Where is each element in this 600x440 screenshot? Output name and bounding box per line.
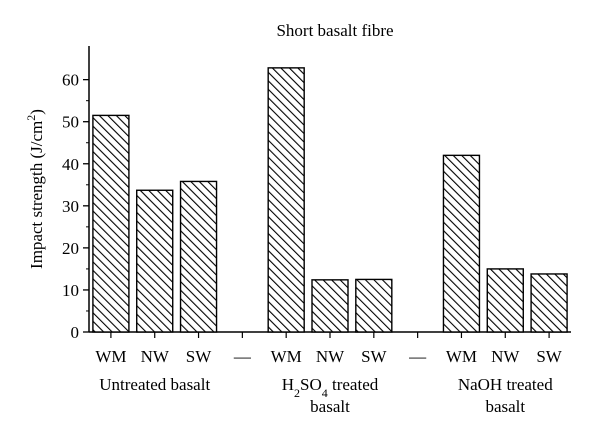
bar: [92, 114, 130, 333]
x-tick-label: —: [408, 347, 427, 366]
y-tick-label: 0: [71, 323, 80, 342]
group-label-untreated: Untreated basalt: [99, 375, 210, 394]
y-tick-label: 60: [62, 71, 79, 90]
x-tick-label: WM: [446, 347, 477, 366]
x-tick-label: SW: [361, 347, 387, 366]
x-tick-label: NW: [316, 347, 345, 366]
x-tick-label: WM: [271, 347, 302, 366]
bar: [311, 279, 349, 333]
y-axis-label: Impact strength (J/cm2): [24, 109, 46, 269]
x-tick-label: SW: [536, 347, 562, 366]
bar: [179, 180, 218, 333]
x-tick-label: NW: [491, 347, 520, 366]
group-label-h2so4: H2SO4 treated: [282, 375, 379, 400]
y-tick-label: 40: [62, 155, 79, 174]
y-axis-title: Impact strength (J/cm2): [24, 109, 46, 269]
group-labels: Untreated basalt H2SO4 treatedbasaltNaOH …: [99, 375, 553, 416]
y-tick-label: 20: [62, 239, 79, 258]
x-tick-label: —: [233, 347, 252, 366]
bar: [136, 189, 174, 333]
bar: [442, 154, 481, 333]
x-tick-label: NW: [141, 347, 170, 366]
y-tick-label: 30: [62, 197, 79, 216]
group-label-h2so4-line2: basalt: [310, 397, 350, 416]
x-tick-label: WM: [95, 347, 126, 366]
x-tick-label: SW: [186, 347, 212, 366]
bar: [486, 268, 524, 333]
bar: [355, 278, 393, 333]
y-tick-label: 10: [62, 281, 79, 300]
group-label-naoh: basalt: [485, 397, 525, 416]
y-tick-label: 50: [62, 113, 79, 132]
plot-area: 0 10 20 30 40 50 60 WM NW SW — WM NW SW — WM NW SW: [62, 46, 571, 366]
bar: [530, 273, 568, 333]
chart-title: Short basalt fibre: [276, 21, 393, 40]
bar: [267, 67, 305, 333]
group-label-naoh: NaOH treated: [458, 375, 553, 394]
